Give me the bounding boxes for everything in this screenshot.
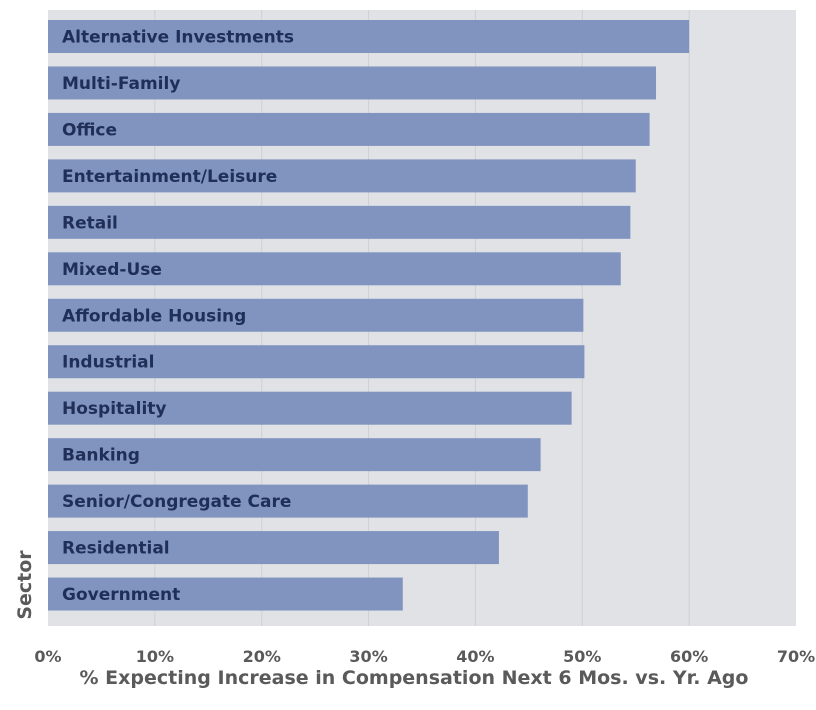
x-tick-label: 30% <box>349 647 387 666</box>
bar-category-label: Affordable Housing <box>62 306 246 326</box>
bar <box>48 112 650 146</box>
bar-category-label: Retail <box>62 213 118 233</box>
bar <box>48 205 631 239</box>
x-tick-label: 70% <box>777 647 815 666</box>
x-tick-label: 0% <box>34 647 61 666</box>
bars: Alternative Investments Multi-Family Offic… <box>48 20 690 611</box>
bar <box>48 298 584 332</box>
bar-category-label: Alternative Investments <box>62 28 294 48</box>
bar <box>48 66 657 100</box>
bar-category-label: Hospitality <box>62 399 166 419</box>
bar-category-label: Residential <box>62 539 170 559</box>
bar-category-label: Mixed-Use <box>62 260 162 280</box>
bar-category-label: Banking <box>62 446 140 466</box>
bar-category-label: Industrial <box>62 353 154 373</box>
bar-category-label: Office <box>62 120 117 140</box>
x-tick-label: 10% <box>136 647 174 666</box>
x-tick-label: 60% <box>670 647 708 666</box>
bar <box>48 438 541 472</box>
bar-category-label: Entertainment/Leisure <box>62 167 277 187</box>
bar <box>48 20 690 53</box>
x-axis-ticks: 0% 10% 20% 30% 40% 50% 60% 70% <box>34 647 815 666</box>
bar <box>48 531 499 565</box>
bar <box>48 345 585 379</box>
bar <box>48 391 572 425</box>
x-axis-title: % Expecting Increase in Compensation Nex… <box>80 667 749 689</box>
x-tick-label: 40% <box>456 647 494 666</box>
bar-category-label: Multi-Family <box>62 74 180 94</box>
bar <box>48 484 528 518</box>
bar <box>48 252 621 286</box>
bar-category-label: Senior/Congregate Care <box>62 492 291 512</box>
bar <box>48 159 636 193</box>
y-axis-title: Sector <box>14 550 36 620</box>
bar-category-label: Government <box>62 585 180 605</box>
x-tick-label: 50% <box>563 647 601 666</box>
bar <box>48 577 403 611</box>
x-tick-label: 20% <box>243 647 281 666</box>
